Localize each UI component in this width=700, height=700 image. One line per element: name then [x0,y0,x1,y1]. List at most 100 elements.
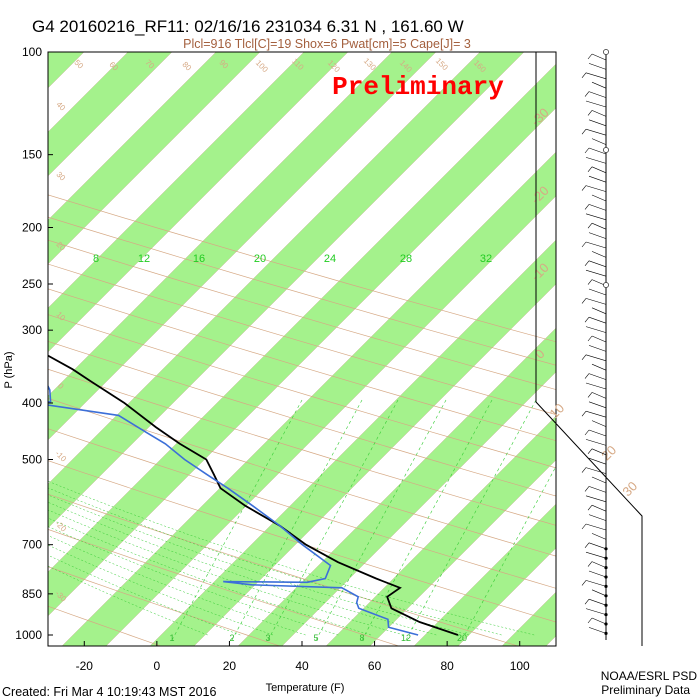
y-axis-label: P (hPa) [3,351,15,388]
moist-adiabat-lines [48,480,535,636]
wind-barb-feather [581,354,587,360]
dry-adiabat [48,428,556,589]
theta-e-label: 8 [93,253,99,265]
dry-adiabat [48,528,400,646]
dry-adiabat [48,288,556,442]
chart-title: G4 20160216_RF11: 02/16/16 231034 6.31 N… [32,17,464,36]
dry-adiabat [48,460,556,623]
wind-barb-feather [587,166,593,172]
wind-barb [585,269,607,277]
wind-barb-feather [581,241,587,248]
x-tick-label: 100 [510,659,530,673]
footer-status: Preliminary Data [601,683,690,697]
wind-point [604,575,608,579]
profile-series [48,354,459,636]
y-tick-label: 1000 [15,628,42,642]
preliminary-watermark: Preliminary [332,72,504,102]
wind-barb-feather [587,392,593,398]
mixing-ratio-label: 12 [401,633,411,643]
isotherm-line [369,459,556,646]
wind-barb [588,232,607,239]
wind-point [604,631,608,636]
theta-e-label: 20 [254,253,266,265]
isotherm-line [48,52,525,529]
parameter-line: Plcl=916 Tlcl[C]=19 Shox=6 Pwat[cm]=5 Ca… [183,37,471,51]
wind-barb [585,410,607,418]
wind-barb [591,166,607,174]
mixing-ratio-labels: 1 2 3 5 8 12 20 [169,633,467,643]
y-axis: 100 150 200 250 300 400 500 700 850 1000 [15,45,53,642]
wind-barb [591,251,607,258]
calm-marker [603,49,609,55]
wind-barb [585,213,607,221]
theta-e-label: 28 [400,253,412,265]
wind-barb-feather [581,523,587,530]
right-temperature-label: 30 [619,478,640,499]
isotherm-line [536,0,700,700]
wind-point [604,594,608,598]
wind-barb-feather [581,467,587,473]
wind-barb-feather [587,53,593,60]
right-temperature-label: 10 [546,400,567,421]
wind-barb [588,204,607,211]
isotherm-line [61,151,556,646]
wind-point [604,613,608,617]
dry-adiabat [48,263,556,416]
moist-adiabat [48,487,502,636]
wind-barb [588,457,607,465]
wind-barb [585,157,607,164]
isotherm-line [668,0,700,700]
wind-barb [591,363,607,371]
wind-barb-feather [584,599,590,605]
dry-adiabat [48,239,556,390]
dry-adiabat [48,493,519,646]
isotherm-band [536,0,700,700]
mixing-ratio-label: 3 [265,633,270,643]
isotherm-line [48,52,261,265]
y-tick-label: 400 [22,396,42,410]
wind-barb-feather [587,223,593,229]
wind-barb [588,401,607,409]
y-tick-label: 300 [22,323,42,337]
mixing-ratio-label: 8 [359,633,364,643]
wind-barb-feather [581,411,587,417]
wind-barb-feather [587,448,593,454]
dry-adiabat [48,368,556,526]
wind-point [604,603,608,607]
wind-barb [591,53,607,61]
dry-adiabat-lines [48,194,556,646]
isotherm-line [580,0,700,700]
wind-barb-feather [584,429,590,436]
wind-barb-feather [581,72,587,78]
y-tick-label: 700 [22,538,42,552]
x-axis-label: Temperature (F) [266,682,345,694]
wind-barb [588,429,607,437]
y-tick-label: 500 [22,452,42,466]
isotherm-line [237,327,556,646]
wind-barb-feather [584,204,590,210]
isotherm-line [281,371,556,646]
isotherm-line [48,107,556,617]
wind-barb [585,608,607,615]
x-tick-label: -20 [76,659,94,673]
calm-marker [603,147,609,153]
moist-adiabat [48,554,241,636]
wind-barb [591,81,607,89]
wind-barb-feather [584,373,590,379]
x-tick-label: 40 [295,659,309,673]
moist-adiabat [48,565,208,636]
wind-barb [585,551,607,559]
wind-barbs [581,49,609,636]
isotherm-line [48,52,173,177]
wind-barb-feather [587,617,593,624]
wind-barb [585,495,607,503]
wind-barb [591,110,607,117]
isotherm-label: 40 [54,100,67,113]
wind-barb [588,288,607,296]
wind-barb [591,448,607,456]
footer-org: NOAA/ESRL PSD [601,669,698,683]
isotherm-label: 0 [56,381,66,391]
wind-barb [585,523,607,531]
wind-barb [585,439,607,446]
wind-barb [588,373,607,380]
